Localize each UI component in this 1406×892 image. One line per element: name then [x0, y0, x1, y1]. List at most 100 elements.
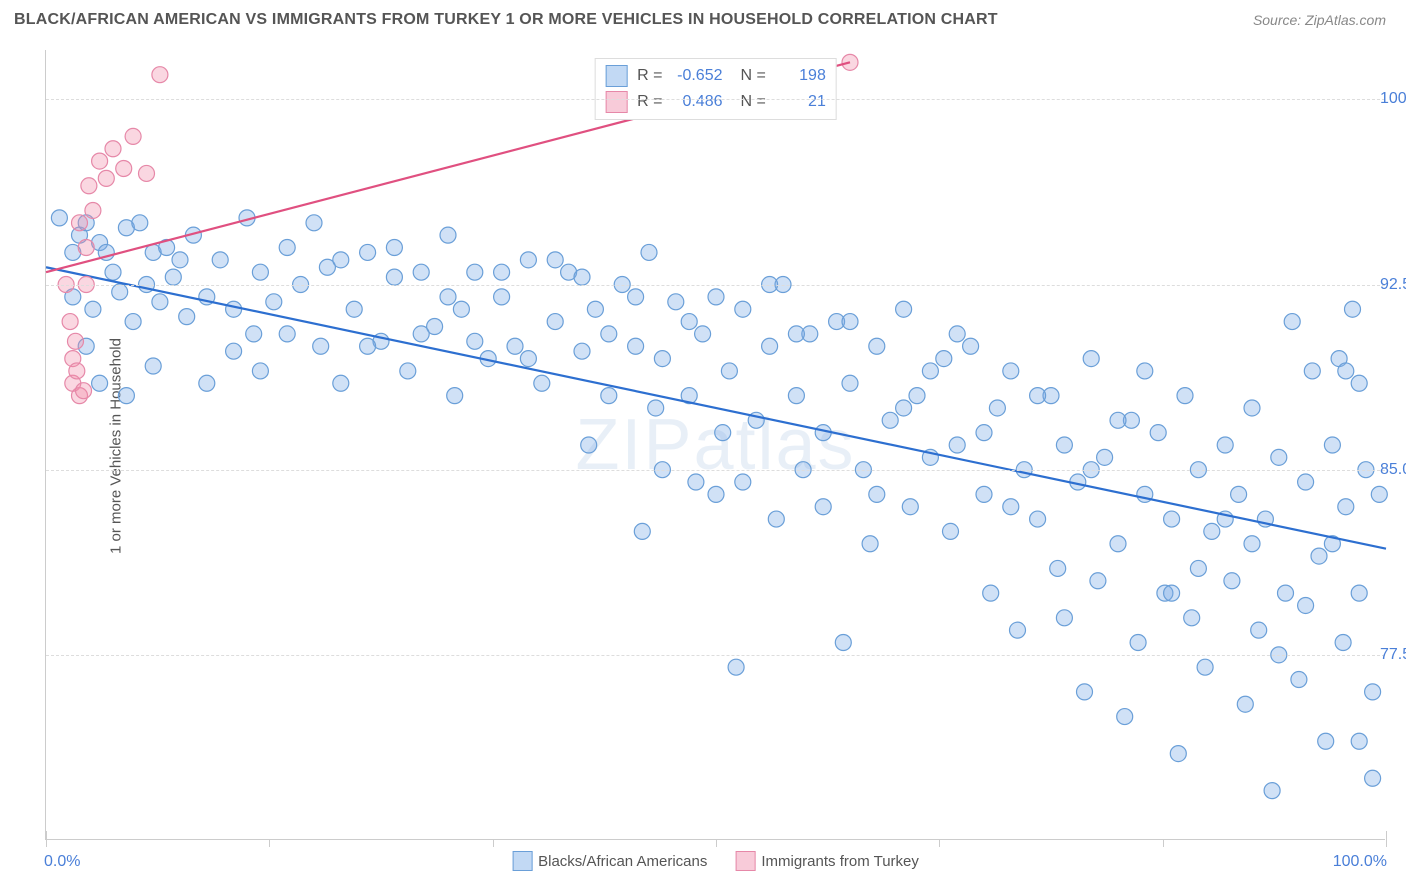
chart-svg — [46, 50, 1385, 839]
data-point — [1298, 597, 1314, 613]
legend-swatch — [512, 851, 532, 871]
xtick — [716, 839, 717, 847]
data-point — [842, 375, 858, 391]
stats-swatch — [605, 91, 627, 113]
data-point — [1311, 548, 1327, 564]
data-point — [440, 227, 456, 243]
legend-label: Immigrants from Turkey — [761, 853, 919, 870]
data-point — [587, 301, 603, 317]
data-point — [721, 363, 737, 379]
data-point — [1351, 585, 1367, 601]
data-point — [145, 358, 161, 374]
stats-r-value: 0.486 — [673, 93, 723, 111]
data-point — [1291, 672, 1307, 688]
data-point — [1351, 733, 1367, 749]
data-point — [85, 202, 101, 218]
stats-n-value: 21 — [776, 93, 826, 111]
stats-r-label: R = — [637, 67, 662, 85]
data-point — [360, 244, 376, 260]
data-point — [78, 240, 94, 256]
data-point — [788, 326, 804, 342]
data-point — [51, 210, 67, 226]
data-point — [333, 252, 349, 268]
data-point — [139, 165, 155, 181]
data-point — [1003, 363, 1019, 379]
stats-row: R =0.486N =21 — [605, 89, 826, 115]
data-point — [199, 375, 215, 391]
legend-item: Blacks/African Americans — [512, 851, 707, 871]
data-point — [1237, 696, 1253, 712]
data-point — [1010, 622, 1026, 638]
data-point — [413, 264, 429, 280]
data-point — [346, 301, 362, 317]
data-point — [1030, 511, 1046, 527]
data-point — [112, 284, 128, 300]
data-point — [1083, 351, 1099, 367]
data-point — [1137, 363, 1153, 379]
data-point — [1371, 486, 1387, 502]
data-point — [601, 388, 617, 404]
data-point — [172, 252, 188, 268]
data-point — [1244, 536, 1260, 552]
data-point — [400, 363, 416, 379]
source-label: Source: ZipAtlas.com — [1253, 12, 1386, 28]
data-point — [668, 294, 684, 310]
data-point — [1345, 301, 1361, 317]
xtick — [1163, 839, 1164, 847]
data-point — [735, 301, 751, 317]
data-point — [1197, 659, 1213, 675]
data-point — [92, 153, 108, 169]
xtick — [939, 839, 940, 847]
data-point — [1050, 560, 1066, 576]
gridline — [46, 99, 1385, 100]
data-point — [581, 437, 597, 453]
data-point — [62, 314, 78, 330]
data-point — [922, 363, 938, 379]
data-point — [1150, 425, 1166, 441]
data-point — [1056, 610, 1072, 626]
x-max-label: 100.0% — [1333, 853, 1387, 871]
data-point — [72, 215, 88, 231]
data-point — [116, 161, 132, 177]
data-point — [1117, 709, 1133, 725]
data-point — [165, 269, 181, 285]
stats-swatch — [605, 65, 627, 87]
data-point — [735, 474, 751, 490]
data-point — [1284, 314, 1300, 330]
xtick — [493, 839, 494, 847]
data-point — [896, 301, 912, 317]
data-point — [1244, 400, 1260, 416]
data-point — [1056, 437, 1072, 453]
data-point — [1177, 388, 1193, 404]
plot-area: ZIPatlas R =-0.652N =198R =0.486N =21 0.… — [45, 50, 1385, 840]
data-point — [715, 425, 731, 441]
data-point — [976, 486, 992, 502]
stats-r-label: R = — [637, 93, 662, 111]
gridline — [46, 285, 1385, 286]
data-point — [628, 289, 644, 305]
data-point — [1097, 449, 1113, 465]
data-point — [1170, 746, 1186, 762]
data-point — [574, 269, 590, 285]
data-point — [1090, 573, 1106, 589]
data-point — [943, 523, 959, 539]
legend-item: Immigrants from Turkey — [735, 851, 919, 871]
chart-title: BLACK/AFRICAN AMERICAN VS IMMIGRANTS FRO… — [14, 11, 998, 29]
data-point — [226, 343, 242, 359]
data-point — [152, 67, 168, 83]
data-point — [81, 178, 97, 194]
data-point — [1224, 573, 1240, 589]
data-point — [76, 383, 92, 399]
data-point — [628, 338, 644, 354]
data-point — [386, 269, 402, 285]
data-point — [648, 400, 664, 416]
data-point — [634, 523, 650, 539]
data-point — [1164, 585, 1180, 601]
data-point — [279, 240, 295, 256]
data-point — [1298, 474, 1314, 490]
data-point — [105, 264, 121, 280]
data-point — [708, 486, 724, 502]
data-point — [708, 289, 724, 305]
data-point — [983, 585, 999, 601]
data-point — [152, 294, 168, 310]
